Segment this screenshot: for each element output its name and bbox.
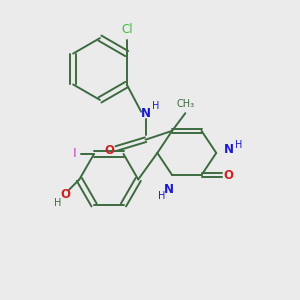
Text: H: H [152,101,160,111]
Text: N: N [141,107,151,120]
Text: Cl: Cl [121,23,133,36]
Text: N: N [224,143,234,157]
Text: O: O [224,169,234,182]
Text: N: N [164,183,174,196]
Text: H: H [54,198,62,208]
Text: H: H [235,140,242,150]
Text: I: I [73,147,77,161]
Text: H: H [158,191,166,201]
Text: O: O [60,188,70,201]
Text: O: O [105,144,115,158]
Text: CH₃: CH₃ [177,99,195,109]
